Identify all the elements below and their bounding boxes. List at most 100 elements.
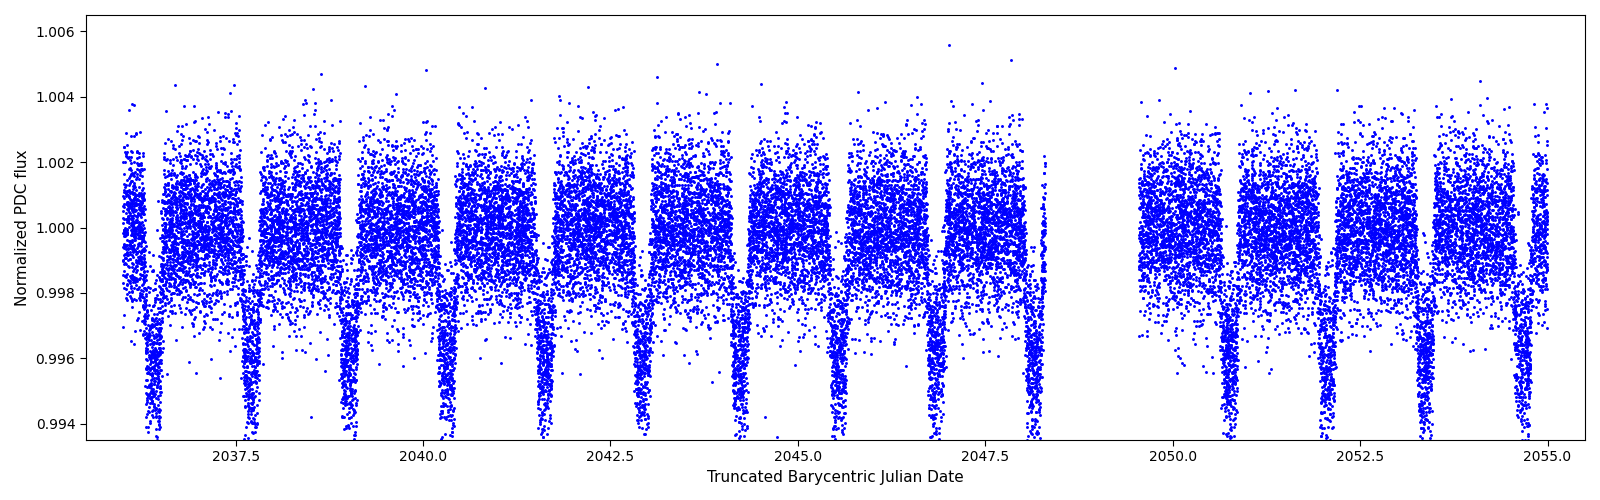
Point	[1149, 217, 1174, 225]
Point	[522, 264, 547, 272]
Point	[942, 181, 968, 189]
Point	[1200, 228, 1226, 236]
Point	[1280, 254, 1306, 262]
Point	[992, 300, 1018, 308]
Point	[626, 374, 651, 382]
Point	[1213, 328, 1238, 336]
Point	[880, 151, 906, 159]
Point	[579, 154, 605, 162]
Point	[373, 197, 398, 205]
Point	[792, 246, 818, 254]
Point	[1498, 164, 1523, 172]
Point	[942, 221, 968, 229]
Point	[530, 332, 555, 340]
Point	[427, 306, 453, 314]
Point	[680, 245, 706, 253]
Point	[192, 192, 218, 200]
Point	[256, 240, 282, 248]
Point	[1130, 201, 1155, 209]
Point	[472, 230, 498, 238]
Point	[614, 172, 640, 179]
Point	[422, 227, 448, 235]
Point	[1202, 194, 1227, 202]
Point	[1208, 404, 1234, 411]
Point	[710, 275, 736, 283]
Point	[936, 176, 962, 184]
Point	[376, 235, 402, 243]
Point	[691, 262, 717, 270]
Point	[688, 256, 714, 264]
Point	[702, 250, 728, 258]
Point	[1474, 260, 1499, 268]
Point	[768, 208, 794, 216]
Point	[606, 254, 632, 262]
Point	[994, 193, 1019, 201]
Point	[802, 236, 827, 244]
Point	[526, 272, 552, 280]
Point	[579, 169, 605, 177]
Point	[896, 267, 922, 275]
Point	[366, 225, 392, 233]
Point	[832, 256, 858, 264]
Point	[968, 278, 994, 286]
Point	[926, 366, 952, 374]
Point	[1275, 221, 1301, 229]
Point	[398, 174, 424, 182]
Point	[1296, 234, 1322, 242]
Point	[1357, 282, 1382, 290]
Point	[725, 307, 750, 315]
Point	[325, 226, 350, 234]
Point	[656, 248, 682, 256]
Point	[370, 192, 395, 200]
Point	[917, 396, 942, 404]
Point	[389, 190, 414, 198]
Point	[1331, 147, 1357, 155]
Point	[1128, 188, 1154, 196]
Point	[171, 210, 197, 218]
Point	[1422, 252, 1448, 260]
Point	[541, 308, 566, 316]
Point	[851, 170, 877, 178]
Point	[205, 210, 230, 218]
Point	[960, 272, 986, 280]
Point	[715, 246, 741, 254]
Point	[1253, 236, 1278, 244]
Point	[342, 328, 368, 336]
Point	[880, 146, 906, 154]
Point	[1018, 332, 1043, 340]
Point	[469, 228, 494, 236]
Point	[1226, 242, 1251, 250]
Point	[611, 279, 637, 287]
Point	[1293, 173, 1318, 181]
Point	[1285, 200, 1310, 208]
Point	[589, 284, 614, 292]
Point	[373, 165, 398, 173]
Point	[478, 264, 504, 272]
Point	[1213, 390, 1238, 398]
Point	[325, 256, 350, 264]
Point	[1258, 250, 1283, 258]
Point	[160, 221, 186, 229]
Point	[1312, 285, 1338, 293]
Point	[131, 196, 157, 203]
Point	[1442, 276, 1467, 284]
Point	[757, 158, 782, 166]
Point	[390, 292, 416, 300]
Point	[1331, 273, 1357, 281]
Point	[1213, 350, 1238, 358]
Point	[256, 192, 282, 200]
Point	[1238, 150, 1264, 158]
Point	[130, 218, 155, 226]
Point	[488, 214, 514, 222]
Point	[590, 190, 616, 198]
Point	[773, 247, 798, 255]
Point	[752, 264, 778, 272]
Point	[283, 258, 309, 266]
Point	[1014, 352, 1040, 360]
Point	[811, 252, 837, 260]
Point	[387, 260, 413, 268]
Point	[442, 299, 467, 307]
Point	[712, 238, 738, 246]
Point	[187, 224, 213, 232]
Point	[1338, 184, 1363, 192]
